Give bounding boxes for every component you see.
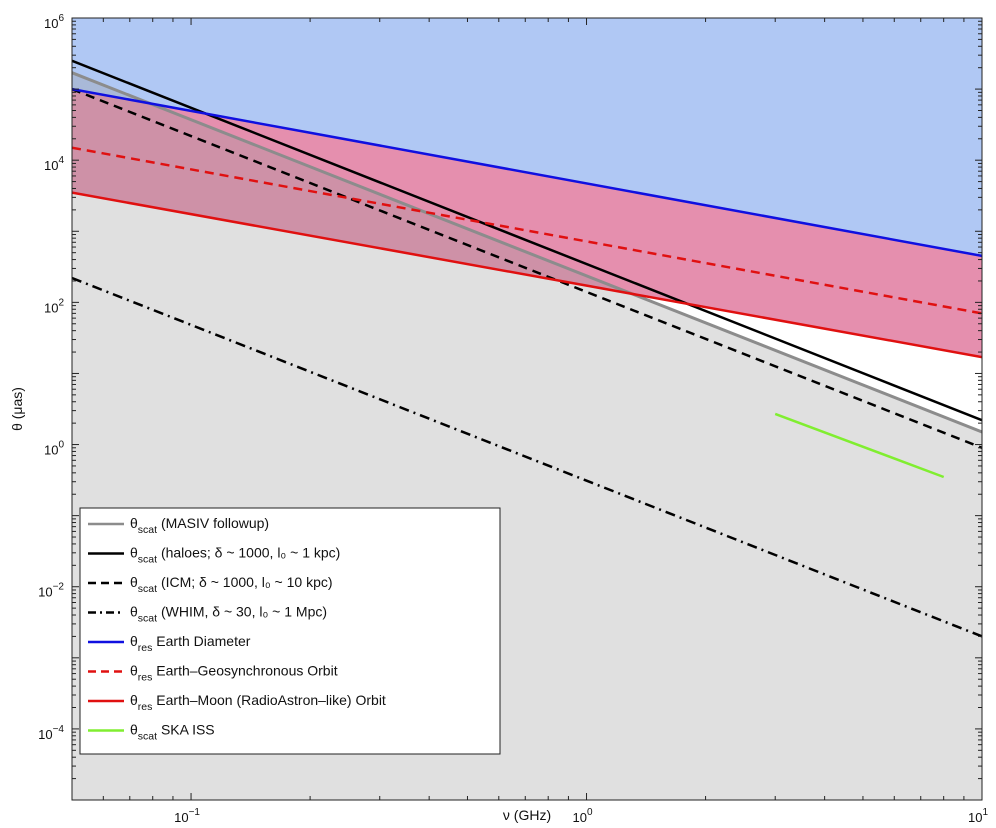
y-tick-label: 102: [44, 297, 64, 315]
series-line-earth_diameter: [72, 87, 982, 258]
y-tick-label: 106: [44, 13, 64, 31]
plot-frame: [71, 17, 983, 801]
series-line-haloes: [72, 59, 982, 422]
x-axis-label: ν (GHz): [503, 807, 551, 823]
region-between-resolutions: [72, 89, 982, 358]
legend-label-masiv: θscat (MASIV followup): [130, 515, 269, 536]
legend-label-whim: θscat (WHIM, δ ~ 30, l₀ ~ 1 Mpc): [130, 604, 327, 625]
series-line-whim: [72, 276, 982, 638]
legend-label-earth_moon: θres Earth–Moon (RadioAstron–like) Orbit: [130, 692, 386, 713]
region-above-earth-diameter: [72, 18, 982, 256]
legend: θscat (MASIV followup) θscat (haloes; δ ~…: [79, 507, 501, 755]
legend-label-icm: θscat (ICM; δ ~ 1000, l₀ ~ 10 kpc): [130, 574, 333, 595]
series-line-earth_moon: [72, 191, 982, 359]
y-tick-label: 10−2: [38, 582, 64, 600]
y-tick-label: 100: [44, 440, 64, 458]
series-line-geo: [72, 146, 982, 315]
series-line-masiv: [72, 71, 982, 434]
y-tick-label: 10−4: [38, 724, 64, 742]
y-axis-label: θ (μas): [9, 387, 25, 431]
series-line-ska: [774, 412, 945, 479]
x-tick-label: 10−1: [174, 807, 200, 825]
y-tick-label: 104: [44, 155, 64, 173]
series-line-icm: [72, 87, 982, 449]
axes: 10−1 100 101 10−4 10−2 100 102 104 106: [38, 13, 988, 825]
legend-label-earth_diameter: θres Earth Diameter: [130, 633, 251, 654]
legend-label-ska: θscat SKA ISS: [130, 722, 215, 743]
legend-label-geo: θres Earth–Geosynchronous Orbit: [130, 663, 338, 684]
legend-box: [79, 507, 501, 755]
legend-label-haloes: θscat (haloes; δ ~ 1000, l₀ ~ 1 kpc): [130, 545, 340, 566]
x-tick-label: 101: [968, 807, 988, 825]
x-tick-label: 100: [573, 807, 593, 825]
